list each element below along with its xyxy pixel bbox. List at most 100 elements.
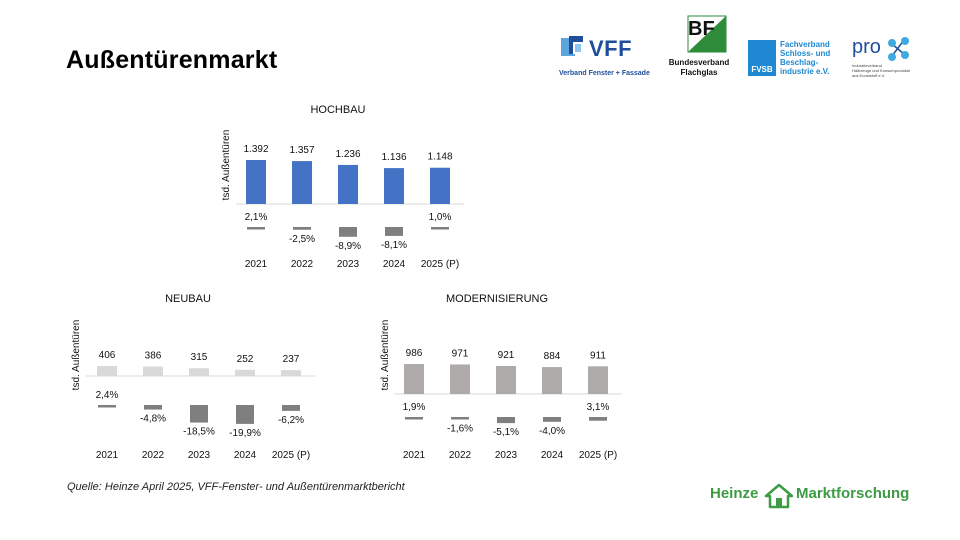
chart-modernisierung-value-label: 884	[544, 351, 561, 362]
chart-neubau-change-label: -4,8%	[140, 414, 166, 425]
chart-modernisierung-bar	[496, 365, 516, 394]
chart-hochbau-category-label: 2025 (P)	[421, 259, 459, 270]
chart-modernisierung-change-bar	[543, 417, 561, 422]
chart-modernisierung-value-label: 971	[452, 348, 469, 359]
chart-modernisierung-value-label: 921	[498, 350, 515, 361]
chart-hochbau-change-label: 1,0%	[429, 212, 452, 223]
slide-title: Außentürenmarkt	[66, 46, 278, 74]
chart-neubau-change-label: -19,9%	[229, 428, 261, 439]
chart-modernisierung-category-label: 2022	[449, 450, 472, 461]
heinze-house-icon	[764, 483, 794, 509]
prok-logo: pro Industrieverband Halbzeuge und Konsu…	[852, 36, 916, 80]
chart-neubau-change-label: 2,4%	[96, 390, 119, 401]
bf-logo-line2: Flachglas	[680, 68, 718, 77]
chart-modernisierung-category-label: 2024	[541, 450, 564, 461]
chart-hochbau-ylabel: tsd. Außentüren	[221, 130, 232, 201]
chart-modernisierung-change-bar	[589, 417, 607, 421]
chart-neubau-change-bar	[190, 405, 208, 423]
chart-neubau-category-label: 2022	[142, 450, 165, 461]
prok-sub3: aus Kunststoff e.V.	[852, 73, 886, 78]
chart-hochbau-value-label: 1.357	[289, 145, 314, 156]
vff-logo-mark-icon	[561, 36, 583, 56]
chart-modernisierung-category-label: 2021	[403, 450, 426, 461]
chart-modernisierung-change-bar	[451, 417, 469, 420]
chart-neubau-change-label: -18,5%	[183, 427, 215, 438]
chart-hochbau-change-bar	[431, 227, 449, 230]
chart-neubau-change-bar	[98, 405, 116, 408]
chart-hochbau-value-label: 1.148	[427, 152, 452, 163]
prok-sub1: Industrieverband	[852, 63, 882, 68]
chart-neubau-value-label: 386	[145, 350, 162, 361]
chart-hochbau-category-label: 2021	[245, 259, 268, 270]
chart-modernisierung-category-label: 2025 (P)	[579, 450, 617, 461]
fvsb-badge: FVSB	[748, 40, 776, 76]
fvsb-line2: Schloss- und	[780, 49, 831, 58]
chart-neubau-bar	[97, 366, 117, 376]
chart-hochbau-bar	[430, 167, 450, 204]
chart-neubau-ylabel: tsd. Außentüren	[71, 320, 82, 391]
chart-neubau-category-label: 2021	[96, 450, 119, 461]
bf-logo: BF Bundesverband Flachglas	[664, 14, 734, 80]
chart-modernisierung-bar	[404, 364, 424, 394]
chart-modernisierung-bar	[542, 367, 562, 394]
fvsb-line1: Fachverband	[780, 40, 830, 49]
chart-modernisierung-bar	[588, 366, 608, 394]
vff-logo: VFF Verband Fenster + Fassade	[559, 34, 650, 80]
chart-neubau-bar	[143, 366, 163, 376]
bf-logo-text: BF	[688, 18, 715, 40]
chart-neubau-change-bar	[282, 405, 300, 411]
chart-hochbau-bar	[384, 168, 404, 204]
chart-neubau-category-label: 2023	[188, 450, 211, 461]
chart-neubau-bar	[189, 368, 209, 376]
chart-hochbau-category-label: 2024	[383, 259, 406, 270]
chart-modernisierung-bar	[450, 364, 470, 394]
chart-modernisierung-category-label: 2023	[495, 450, 518, 461]
chart-hochbau-change-label: 2,1%	[245, 212, 268, 223]
chart-modernisierung-value-label: 986	[406, 348, 423, 359]
chart-hochbau-change-bar	[339, 227, 357, 237]
chart-neubau-bar	[281, 370, 301, 376]
chart-modernisierung-change-label: 3,1%	[587, 402, 610, 413]
heinze-logo-left: Heinze	[710, 485, 759, 502]
chart-neubau-value-label: 252	[237, 354, 254, 365]
prok-sub2: Halbzeuge und Konsumprodukte	[852, 68, 911, 73]
chart-modernisierung-value-label: 911	[590, 350, 606, 361]
chart-hochbau-change-label: -2,5%	[289, 234, 315, 245]
heinze-logo: Heinze Marktforschung	[710, 483, 920, 509]
fvsb-logo: FVSB Fachverband Schloss- und Beschlag- …	[748, 40, 840, 80]
chart-modernisierung-title: MODERNISIERUNG	[446, 293, 548, 305]
chart-neubau-value-label: 315	[191, 352, 208, 363]
chart-neubau-change-label: -6,2%	[278, 415, 304, 426]
chart-hochbau-bar	[338, 164, 358, 204]
fvsb-line4: industrie e.V.	[780, 67, 830, 76]
chart-neubau-value-label: 406	[99, 350, 116, 361]
prok-molecule-icon	[888, 37, 909, 61]
source-note: Quelle: Heinze April 2025, VFF-Fenster- …	[67, 481, 405, 493]
chart-hochbau-bar	[246, 160, 266, 204]
chart-neubau-category-label: 2025 (P)	[272, 450, 310, 461]
bf-logo-line1: Bundesverband	[668, 58, 730, 67]
chart-modernisierung-change-label: -1,6%	[447, 424, 473, 435]
vff-logo-text: VFF	[589, 36, 633, 61]
chart-hochbau-category-label: 2022	[291, 259, 314, 270]
chart-hochbau-title: HOCHBAU	[310, 104, 365, 116]
chart-modernisierung-ylabel: tsd. Außentüren	[380, 320, 391, 391]
chart-modernisierung-change-label: 1,9%	[403, 402, 426, 413]
chart-hochbau-value-label: 1.236	[335, 149, 360, 160]
heinze-logo-right: Marktforschung	[796, 485, 910, 502]
chart-neubau-change-bar	[236, 405, 254, 424]
chart-hochbau-change-bar	[247, 227, 265, 230]
chart-neubau-title: NEUBAU	[165, 293, 211, 305]
fvsb-line3: Beschlag-	[780, 58, 819, 67]
chart-neubau-category-label: 2024	[234, 450, 257, 461]
chart-neubau-bar	[235, 369, 255, 376]
chart-hochbau-change-bar	[385, 227, 403, 236]
vff-logo-subtitle: Verband Fenster + Fassade	[559, 70, 650, 77]
chart-modernisierung-change-bar	[405, 417, 423, 420]
chart-modernisierung-change-label: -4,0%	[539, 426, 565, 437]
bf-logo-mark-icon	[687, 15, 727, 53]
chart-hochbau-change-label: -8,9%	[335, 241, 361, 252]
chart-hochbau-value-label: 1.136	[381, 152, 406, 163]
chart-neubau-change-bar	[144, 405, 162, 410]
